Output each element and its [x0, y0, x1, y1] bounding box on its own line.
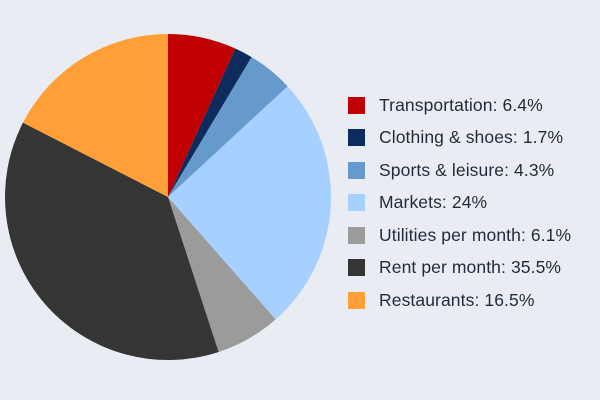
pie-chart — [4, 34, 331, 361]
legend-label-transportation: Transportation: 6.4% — [379, 94, 543, 115]
legend-swatch-markets — [348, 194, 365, 212]
pie-slice-sports-leisure — [168, 57, 288, 197]
legend-item-rent-per-month: Rent per month: 35.5% — [348, 252, 571, 285]
legend-label-utilities-per-month: Utilities per month: 6.1% — [379, 224, 572, 245]
legend-swatch-rent-per-month — [348, 259, 365, 277]
pie-slice-transportation — [168, 34, 236, 197]
legend-item-markets: Markets: 24% — [348, 187, 571, 220]
legend-item-transportation: Transportation: 6.4% — [348, 89, 571, 122]
legend-label-clothing-shoes: Clothing & shoes: 1.7% — [379, 127, 564, 148]
legend-item-utilities-per-month: Utilities per month: 6.1% — [348, 219, 571, 252]
pie-slice-clothing-shoes — [168, 48, 252, 197]
legend-item-clothing-shoes: Clothing & shoes: 1.7% — [348, 122, 571, 155]
legend-label-restaurants: Restaurants: 16.5% — [379, 289, 535, 310]
legend-item-sports-leisure: Sports & leisure: 4.3% — [348, 154, 571, 187]
pie-slice-rent-per-month — [4, 122, 219, 361]
legend-label-rent-per-month: Rent per month: 35.5% — [379, 257, 562, 278]
legend-item-restaurants: Restaurants: 16.5% — [348, 284, 571, 317]
legend-swatch-utilities-per-month — [348, 226, 365, 244]
legend-label-sports-leisure: Sports & leisure: 4.3% — [379, 159, 555, 180]
pie-slice-markets — [168, 86, 331, 320]
chart-legend: Transportation: 6.4% Clothing & shoes: 1.… — [348, 89, 571, 317]
legend-swatch-sports-leisure — [348, 161, 365, 179]
pie-slice-utilities-per-month — [168, 197, 276, 352]
legend-label-markets: Markets: 24% — [379, 192, 488, 213]
legend-swatch-transportation — [348, 96, 365, 114]
legend-swatch-restaurants — [348, 291, 365, 309]
legend-swatch-clothing-shoes — [348, 129, 365, 147]
pie-slice-restaurants — [22, 34, 169, 197]
